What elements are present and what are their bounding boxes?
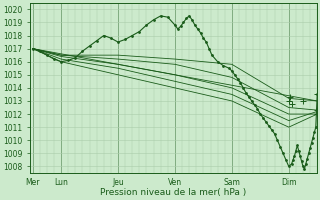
X-axis label: Pression niveau de la mer( hPa ): Pression niveau de la mer( hPa ) [100,188,247,197]
